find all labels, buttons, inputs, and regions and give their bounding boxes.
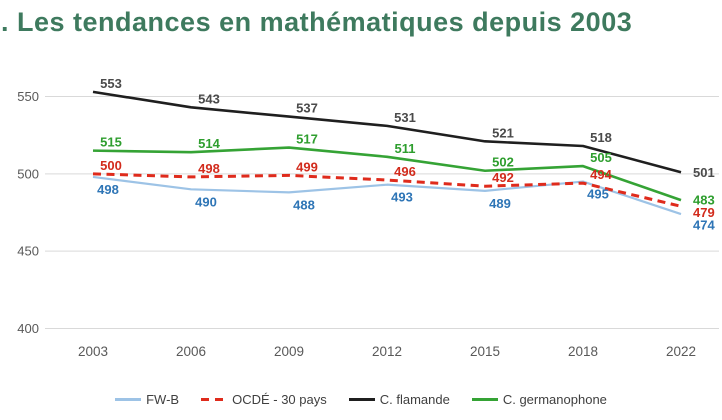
legend-label-ocde: OCDÉ - 30 pays xyxy=(232,391,327,407)
data-label: 498 xyxy=(198,161,220,176)
data-label: 502 xyxy=(492,155,514,170)
data-label: 543 xyxy=(198,91,220,106)
legend-label-flamande: C. flamande xyxy=(379,391,450,407)
data-label: 514 xyxy=(198,136,220,151)
chart-title: . Les tendances en mathématiques depuis … xyxy=(1,7,633,37)
data-label: 474 xyxy=(693,218,715,233)
x-tick-label: 2009 xyxy=(274,344,304,359)
data-label: 511 xyxy=(395,141,416,156)
legend-swatch-fwb xyxy=(115,397,142,401)
series-line-c-germanophone xyxy=(92,146,682,202)
data-label: 489 xyxy=(489,196,511,211)
data-label: 537 xyxy=(296,101,318,116)
legend-swatch-ocde xyxy=(201,397,228,401)
data-label: 495 xyxy=(587,187,609,202)
legend-swatch-flamande xyxy=(348,397,375,401)
series-line-fw-b xyxy=(92,175,682,216)
legend-item-ocde: OCDÉ - 30 pays xyxy=(201,392,327,407)
y-tick-label: 550 xyxy=(17,89,39,104)
y-tick-label: 400 xyxy=(17,321,39,336)
x-tick-label: 2022 xyxy=(666,344,696,359)
data-label: 499 xyxy=(296,159,318,174)
y-tick-label: 500 xyxy=(17,166,39,181)
data-label: 490 xyxy=(195,194,217,209)
data-label: 496 xyxy=(394,164,416,179)
data-label: 517 xyxy=(296,132,318,147)
legend-label-germanophone: C. germanophone xyxy=(502,391,607,407)
x-tick-label: 2006 xyxy=(176,344,206,359)
data-label: 492 xyxy=(492,170,514,185)
x-tick-label: 2018 xyxy=(568,344,598,359)
y-tick-label: 450 xyxy=(17,244,39,259)
series-line-ocd-30-pays xyxy=(92,172,682,208)
data-label: 479 xyxy=(693,205,715,220)
x-tick-label: 2003 xyxy=(78,344,108,359)
data-label: 531 xyxy=(394,110,416,125)
series-line-c-flamande xyxy=(92,90,682,174)
data-label: 488 xyxy=(293,197,315,212)
data-label: 493 xyxy=(391,190,413,205)
legend-item-flamande: C. flamande xyxy=(348,391,450,407)
data-label: 501 xyxy=(693,165,715,180)
data-label: 505 xyxy=(590,150,612,165)
data-label: 521 xyxy=(492,125,514,140)
legend-swatch-germanophone xyxy=(471,397,498,401)
data-label: 494 xyxy=(590,167,612,182)
chart-legend: FW-B OCDÉ - 30 pays C. flamande C. germa… xyxy=(0,389,722,409)
data-label: 515 xyxy=(100,135,122,150)
data-label: 483 xyxy=(693,193,715,208)
data-label: 518 xyxy=(590,130,612,145)
legend-label-fwb: FW-B xyxy=(146,391,180,407)
data-label: 500 xyxy=(100,158,122,173)
x-tick-label: 2012 xyxy=(372,344,402,359)
data-label: 553 xyxy=(100,76,122,91)
legend-item-germanophone: C. germanophone xyxy=(471,391,607,407)
legend-item-fwb: FW-B xyxy=(115,392,179,407)
data-label: 498 xyxy=(97,182,119,197)
x-tick-label: 2015 xyxy=(470,344,500,359)
